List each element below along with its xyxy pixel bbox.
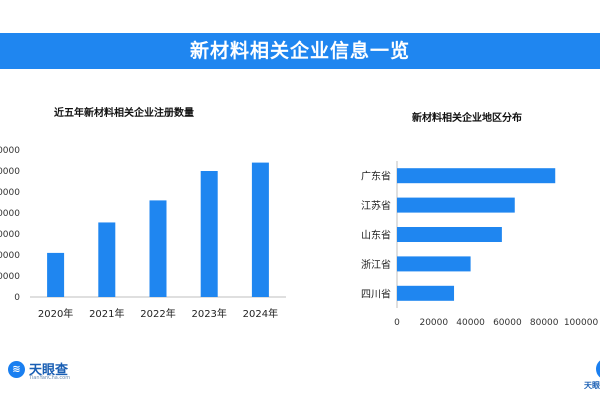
x-tick-label: 40000 <box>456 318 485 328</box>
x-tick-label: 2020年 <box>38 307 73 320</box>
y-tick-label: 50000 <box>0 188 20 198</box>
y-tick-label: 浙江省 <box>361 258 391 271</box>
x-tick-label: 20000 <box>419 318 448 328</box>
title-banner: 新材料相关企业信息一览 <box>0 33 600 69</box>
x-tick-label: 0 <box>394 318 400 328</box>
tianyancha-logo-icon: ≋ <box>8 361 25 378</box>
tianyancha-logo-right: 天眼 <box>582 352 600 396</box>
tianyancha-logo: ≋ 天眼查 TianYanCha.com <box>4 357 94 387</box>
bar <box>397 285 455 301</box>
bar <box>98 222 116 297</box>
y-tick-label: 广东省 <box>361 170 391 183</box>
y-tick-label: 江苏省 <box>361 199 391 212</box>
tianyancha-logo-right-icon <box>596 358 600 380</box>
bar <box>47 252 65 297</box>
bar <box>251 162 269 297</box>
registration-chart-title: 近五年新材料相关企业注册数量 <box>54 108 194 119</box>
y-tick-label: 10000 <box>0 272 20 282</box>
y-tick-label: 30000 <box>0 230 20 240</box>
region-chart-title: 新材料相关企业地区分布 <box>412 113 522 124</box>
y-tick-label: 四川省 <box>361 287 391 300</box>
x-tick-label: 80000 <box>530 318 559 328</box>
y-tick-label: 60000 <box>0 167 20 177</box>
x-tick-label: 2024年 <box>243 307 278 320</box>
logo-right-name: 天眼 <box>584 381 600 390</box>
x-tick-label: 2023年 <box>191 307 226 320</box>
registration-bar-chart: 0 10000 20000 30000 40000 50000 60000 70000 2020… <box>0 146 286 320</box>
x-tick-label: 100000 <box>564 318 599 328</box>
page-title: 新材料相关企业信息一览 <box>189 40 410 62</box>
x-tick-label: 2021年 <box>89 307 124 320</box>
y-tick-label: 20000 <box>0 251 20 261</box>
bar <box>200 171 218 297</box>
bar <box>397 227 502 242</box>
x-tick-label: 60000 <box>493 318 522 328</box>
bar <box>397 256 471 272</box>
y-tick-label: 40000 <box>0 209 20 219</box>
y-tick-label: 70000 <box>0 146 20 156</box>
logo-url: TianYanCha.com <box>29 375 71 381</box>
y-tick-label: 0 <box>14 293 20 303</box>
bar <box>397 197 515 213</box>
bar <box>149 200 167 297</box>
logo-name: 天眼查 <box>29 363 69 378</box>
x-tick-label: 2022年 <box>140 307 175 320</box>
bar <box>397 168 556 184</box>
y-tick-label: 山东省 <box>361 229 391 242</box>
